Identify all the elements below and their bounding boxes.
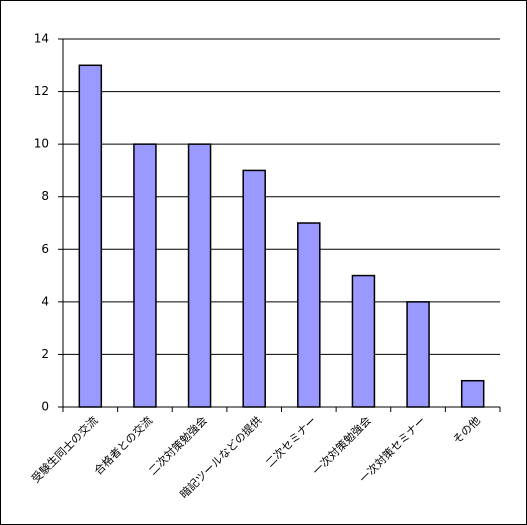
y-tick-label: 8 — [41, 189, 49, 203]
bar — [187, 143, 212, 408]
y-tick-label: 10 — [34, 137, 49, 151]
y-tick-label: 6 — [41, 242, 49, 256]
bar — [242, 169, 266, 408]
bar — [460, 379, 485, 408]
bar — [406, 301, 430, 408]
bar — [351, 274, 376, 408]
y-tick-label: 0 — [41, 400, 49, 414]
y-tick-label: 4 — [41, 294, 49, 308]
bar — [297, 222, 321, 408]
bar — [78, 64, 103, 408]
y-tick-label: 12 — [34, 84, 49, 98]
y-tick-label: 14 — [34, 32, 49, 46]
bar — [133, 143, 157, 408]
y-tick-label: 2 — [41, 347, 49, 361]
